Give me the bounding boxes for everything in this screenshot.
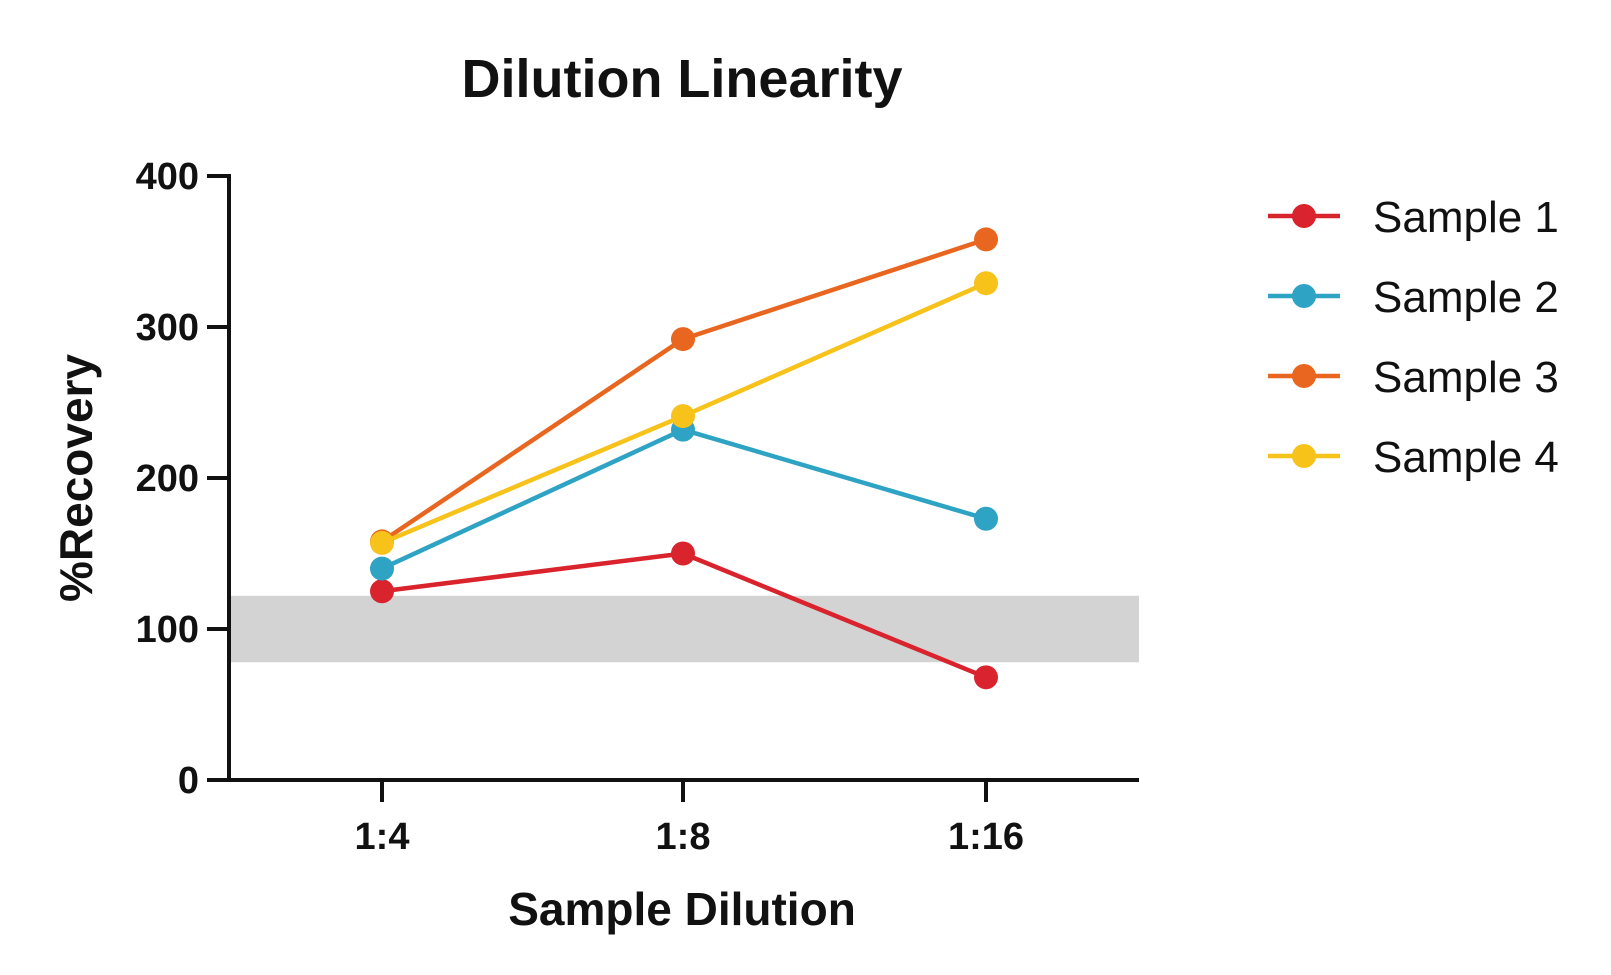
y-axis-ticks: 0 100 200 300 400 [136,156,229,802]
data-point [974,227,998,252]
y-tick-label: 300 [136,307,199,349]
data-point [671,327,695,352]
data-point [671,541,695,566]
data-point [974,665,998,690]
legend-item-4: Sample 4 [1268,433,1559,482]
legend-item-3: Sample 3 [1268,353,1559,402]
data-point [974,506,998,531]
series-1 [370,541,998,690]
y-tick-label: 0 [178,760,199,802]
legend-item-2: Sample 2 [1268,273,1559,322]
reference-band [231,595,1139,663]
legend-swatch-marker [1292,204,1316,228]
reference-band-layer [231,595,1139,663]
y-tick-label: 100 [136,609,199,651]
legend-label: Sample 2 [1373,273,1559,322]
data-point [671,404,695,429]
data-point [370,579,394,604]
legend-label: Sample 1 [1373,193,1559,242]
data-point [370,530,394,555]
legend-label: Sample 4 [1373,433,1559,482]
data-point [370,556,394,581]
x-tick-label: 1:16 [948,816,1024,858]
x-tick-label: 1:8 [656,816,711,858]
series-2 [370,417,998,581]
series-line [380,237,987,544]
y-axis-title: %Recovery [50,354,102,602]
series-4 [370,271,998,555]
x-axis-ticks: 1:4 1:8 1:16 [355,780,1024,858]
data-point [974,271,998,296]
x-axis-title: Sample Dilution [508,883,856,935]
series-layer [370,227,998,690]
y-tick-label: 200 [136,458,199,500]
y-tick-label: 400 [136,156,199,198]
legend-swatch-marker [1292,364,1316,388]
legend: Sample 1 Sample 2 Sample 3 Sample 4 [1268,193,1559,482]
legend-swatch-marker [1292,444,1316,468]
legend-label: Sample 3 [1373,353,1559,402]
legend-swatch-marker [1292,284,1316,308]
legend-item-1: Sample 1 [1268,193,1559,242]
x-tick-label: 1:4 [355,816,410,858]
chart-title: Dilution Linearity [461,49,902,109]
axes [227,174,1139,782]
series-3 [370,227,998,554]
